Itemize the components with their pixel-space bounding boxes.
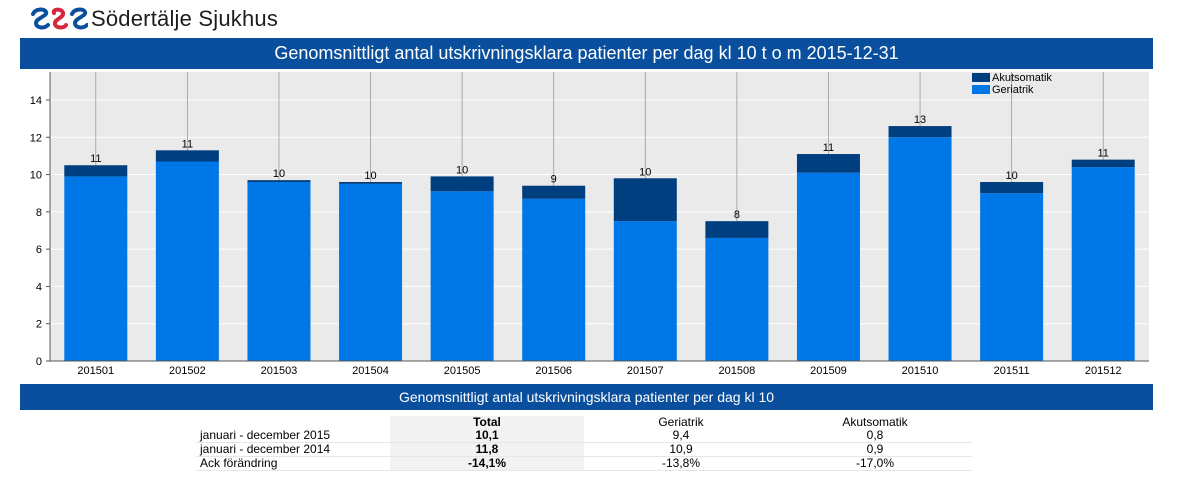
data-label: 11 xyxy=(90,153,101,165)
data-label: 11 xyxy=(823,142,834,154)
bar-geriatrik xyxy=(155,161,219,361)
table-header-akutsomatik: Akutsomatik xyxy=(842,415,908,429)
bar-akutsomatik xyxy=(522,185,586,199)
bar-geriatrik xyxy=(522,198,586,361)
data-label: 11 xyxy=(182,138,193,150)
bar-chart: 0 2 4 6 8 10 12 14 11 201501 11 201502 10 201503 10 201… xyxy=(30,72,1149,377)
brand-name: Södertälje Sjukhus xyxy=(91,6,279,31)
table-header-row: Total Geriatrik Akutsomatik xyxy=(196,416,972,429)
x-tick-label: 201512 xyxy=(1085,365,1122,377)
data-label: 10 xyxy=(639,166,651,178)
row-label: januari - december 2015 xyxy=(196,429,390,443)
y-tick-label: 12 xyxy=(30,132,42,144)
table-title: Genomsnittligt antal utskrivningsklara p… xyxy=(20,384,1153,410)
bar-geriatrik xyxy=(888,137,952,361)
plot-background xyxy=(50,72,1149,361)
bar-akutsomatik xyxy=(1071,159,1135,168)
y-tick-label: 14 xyxy=(30,95,42,107)
bar-akutsomatik xyxy=(64,165,128,177)
table-row: Ack förändring -14,1% -13,8% -17,0% xyxy=(196,456,972,471)
bar-geriatrik xyxy=(796,172,860,361)
bar-geriatrik xyxy=(64,176,128,361)
y-tick-label: 4 xyxy=(36,281,42,293)
row-akutsomatik: 0,8 xyxy=(778,429,972,443)
summary-table: Total Geriatrik Akutsomatik januari - de… xyxy=(196,416,972,471)
data-label: 10 xyxy=(456,164,468,176)
row-total: -14,1% xyxy=(390,456,584,471)
bar-akutsomatik xyxy=(430,176,494,192)
row-geriatrik: 9,4 xyxy=(584,429,778,443)
bar-akutsomatik xyxy=(888,126,952,138)
legend-swatch-geriatrik xyxy=(972,85,990,94)
x-tick-label: 201508 xyxy=(719,365,756,377)
legend-label-geriatrik: Geriatrik xyxy=(992,84,1034,96)
row-geriatrik: -13,8% xyxy=(584,456,778,471)
x-tick-label: 201502 xyxy=(169,365,206,377)
x-tick-label: 201511 xyxy=(994,365,1030,377)
y-tick-label: 2 xyxy=(36,319,42,331)
x-tick-label: 201507 xyxy=(627,365,664,377)
row-label: Ack förändring xyxy=(196,456,390,471)
data-label: 9 xyxy=(551,174,557,186)
bar-geriatrik xyxy=(705,237,769,361)
x-tick-label: 201504 xyxy=(352,365,389,377)
data-label: 10 xyxy=(273,168,285,180)
x-tick-label: 201501 xyxy=(77,365,114,377)
bar-geriatrik xyxy=(430,191,494,361)
x-tick-label: 201506 xyxy=(535,365,572,377)
table-row: januari - december 2014 11,8 10,9 0,9 xyxy=(196,442,972,457)
chart-area: 0 2 4 6 8 10 12 14 11 201501 11 201502 10 201503 10 201… xyxy=(20,70,1153,380)
bar-akutsomatik xyxy=(247,180,311,183)
bar-geriatrik xyxy=(339,183,403,361)
data-label: 10 xyxy=(1006,170,1018,182)
legend-label-akutsomatik: Akutsomatik xyxy=(992,72,1052,84)
row-total: 10,1 xyxy=(390,429,584,443)
bar-geriatrik xyxy=(247,182,311,361)
y-tick-label: 0 xyxy=(36,356,42,368)
bar-akutsomatik xyxy=(339,182,403,184)
chart-title: Genomsnittligt antal utskrivningsklara p… xyxy=(20,38,1153,69)
y-tick-label: 6 xyxy=(36,244,42,256)
y-tick-label: 10 xyxy=(30,170,42,182)
logo: Södertälje Sjukhus xyxy=(30,4,278,34)
x-tick-label: 201503 xyxy=(261,365,298,377)
legend-swatch-akutsomatik xyxy=(972,73,990,82)
bar-geriatrik xyxy=(1071,167,1135,361)
bar-akutsomatik xyxy=(705,221,769,238)
data-label: 11 xyxy=(1097,148,1108,160)
bar-akutsomatik xyxy=(155,150,219,162)
x-tick-label: 201510 xyxy=(902,365,939,377)
x-tick-label: 201509 xyxy=(810,365,847,377)
table-header-total: Total xyxy=(390,416,584,429)
bar-geriatrik xyxy=(980,193,1044,361)
bar-akutsomatik xyxy=(613,178,677,222)
bar-akutsomatik xyxy=(796,154,860,173)
data-label: 8 xyxy=(734,209,740,221)
row-akutsomatik: 0,9 xyxy=(778,442,972,457)
table-header-geriatrik: Geriatrik xyxy=(658,415,704,429)
row-akutsomatik: -17,0% xyxy=(778,456,972,471)
logo-mark-icon xyxy=(31,7,88,30)
bar-geriatrik xyxy=(613,221,677,361)
row-total: 11,8 xyxy=(390,442,584,457)
data-label: 13 xyxy=(914,114,926,126)
table-row: januari - december 2015 10,1 9,4 0,8 xyxy=(196,429,972,443)
row-label: januari - december 2014 xyxy=(196,442,390,457)
row-geriatrik: 10,9 xyxy=(584,442,778,457)
x-tick-label: 201505 xyxy=(444,365,481,377)
data-label: 10 xyxy=(364,170,376,182)
y-tick-label: 8 xyxy=(36,207,42,219)
bar-akutsomatik xyxy=(980,182,1044,194)
